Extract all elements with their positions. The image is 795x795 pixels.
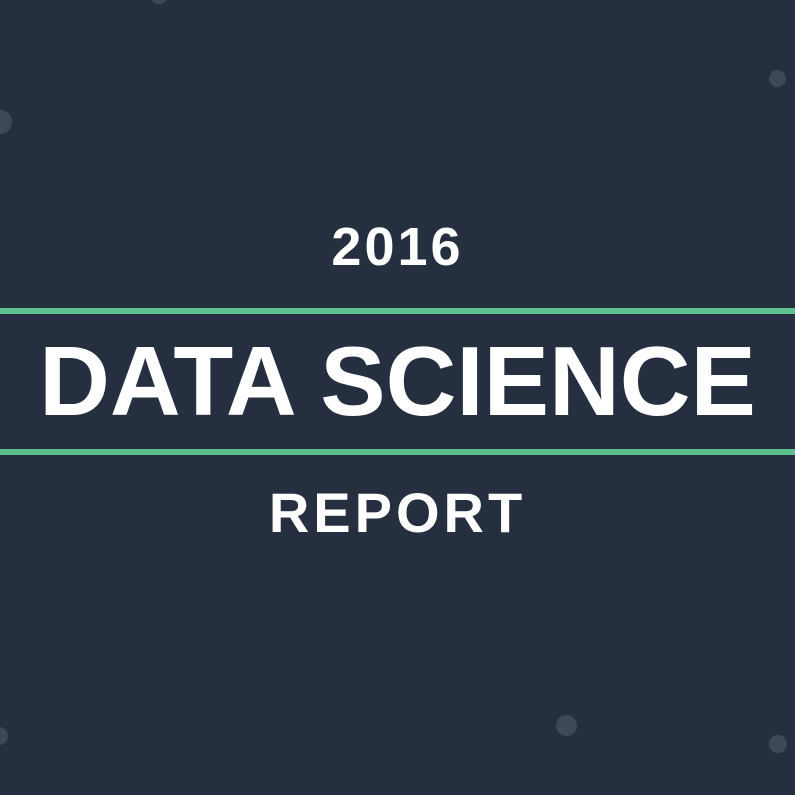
decorative-dot: [0, 110, 12, 134]
report-subtitle: REPORT: [268, 481, 527, 544]
bottom-accent-rule: [0, 449, 795, 455]
decorative-dot: [150, 0, 168, 4]
report-title: DATA SCIENCE: [39, 326, 756, 436]
report-year: 2016: [331, 217, 464, 277]
decorative-dot: [556, 715, 577, 736]
top-accent-rule: [0, 308, 795, 314]
decorative-dot: [769, 735, 787, 753]
decorative-dot: [769, 70, 786, 87]
decorative-dot: [0, 727, 8, 745]
